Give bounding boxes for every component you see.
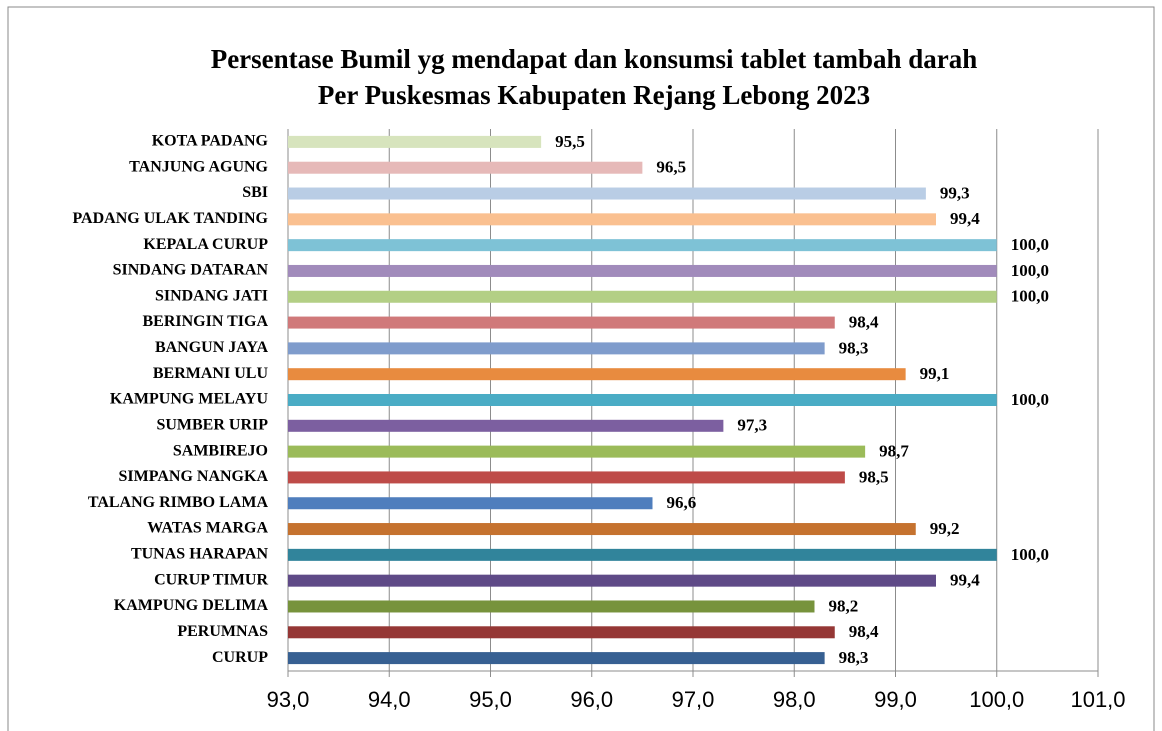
- bar: [288, 600, 815, 613]
- value-label: 99,2: [930, 519, 960, 538]
- value-label: 98,5: [859, 467, 889, 486]
- y-tick-label: SINDANG DATARAN: [113, 262, 269, 279]
- x-tick-label: 96,0: [570, 687, 613, 712]
- bar: [288, 290, 997, 303]
- y-tick-label: KAMPUNG MELAYU: [110, 391, 269, 408]
- y-tick-label: TANJUNG AGUNG: [129, 158, 268, 175]
- value-label: 100,0: [1011, 235, 1049, 254]
- y-tick-label: KEPALA CURUP: [143, 236, 268, 253]
- y-tick-label: BANGUN JAYA: [155, 339, 269, 356]
- y-tick-label: SUMBER URIP: [156, 416, 268, 433]
- y-tick-label: CURUP TIMUR: [154, 571, 268, 588]
- value-label: 99,4: [950, 571, 980, 590]
- y-tick-label: SAMBIREJO: [173, 442, 268, 459]
- y-tick-label: SIMPANG NANGKA: [119, 468, 269, 485]
- x-tick-label: 97,0: [672, 687, 715, 712]
- y-tick-label: KAMPUNG DELIMA: [114, 597, 269, 614]
- value-label: 99,4: [950, 209, 980, 228]
- value-label: 98,4: [849, 312, 879, 331]
- value-label: 100,0: [1011, 261, 1049, 280]
- value-label: 99,1: [920, 364, 950, 383]
- y-tick-label: PERUMNAS: [177, 623, 268, 640]
- chart-title: Persentase Bumil yg mendapat dan konsums…: [211, 44, 978, 74]
- x-tick-label: 98,0: [773, 687, 816, 712]
- y-tick-label: KOTA PADANG: [152, 133, 269, 150]
- bar: [288, 419, 724, 432]
- x-tick-label: 94,0: [368, 687, 411, 712]
- bar: [288, 652, 825, 665]
- bar: [288, 574, 936, 587]
- y-tick-label: TALANG RIMBO LAMA: [88, 494, 269, 511]
- bar: [288, 548, 997, 561]
- bar: [288, 445, 866, 458]
- value-label: 96,6: [667, 493, 697, 512]
- bar: [288, 187, 926, 200]
- value-label: 98,4: [849, 622, 879, 641]
- value-label: 98,3: [839, 338, 869, 357]
- value-label: 99,3: [940, 183, 970, 202]
- value-label: 97,3: [737, 416, 767, 435]
- y-tick-label: PADANG ULAK TANDING: [72, 210, 268, 227]
- bar: [288, 368, 906, 381]
- bar: [288, 239, 997, 252]
- x-tick-label: 100,0: [969, 687, 1024, 712]
- y-tick-label: SBI: [242, 184, 268, 201]
- bar: [288, 316, 835, 329]
- y-tick-label: TUNAS HARAPAN: [131, 546, 268, 563]
- bar: [288, 497, 653, 510]
- bar: [288, 626, 835, 639]
- value-label: 100,0: [1011, 545, 1049, 564]
- chart-subtitle: Per Puskesmas Kabupaten Rejang Lebong 20…: [318, 80, 870, 110]
- y-tick-label: BERINGIN TIGA: [142, 313, 268, 330]
- bar: [288, 342, 825, 355]
- bar: [288, 471, 845, 484]
- y-tick-label: WATAS MARGA: [147, 520, 268, 537]
- bar: [288, 264, 997, 277]
- value-label: 98,7: [879, 442, 909, 461]
- y-tick-label: BERMANI ULU: [153, 365, 269, 382]
- bar: [288, 135, 542, 148]
- value-label: 98,2: [829, 596, 859, 615]
- bar: [288, 523, 916, 536]
- value-label: 96,5: [656, 158, 686, 177]
- x-tick-label: 101,0: [1070, 687, 1125, 712]
- bar: [288, 213, 936, 226]
- bar: [288, 394, 997, 406]
- value-label: 98,3: [839, 648, 869, 667]
- x-tick-label: 99,0: [874, 687, 917, 712]
- bar: [288, 161, 643, 174]
- x-tick-label: 95,0: [469, 687, 512, 712]
- value-label: 100,0: [1011, 287, 1049, 306]
- x-tick-label: 93,0: [267, 687, 310, 712]
- value-label: 100,0: [1011, 390, 1049, 409]
- y-tick-label: CURUP: [212, 649, 268, 666]
- value-label: 95,5: [555, 132, 585, 151]
- y-tick-label: SINDANG JATI: [155, 287, 268, 304]
